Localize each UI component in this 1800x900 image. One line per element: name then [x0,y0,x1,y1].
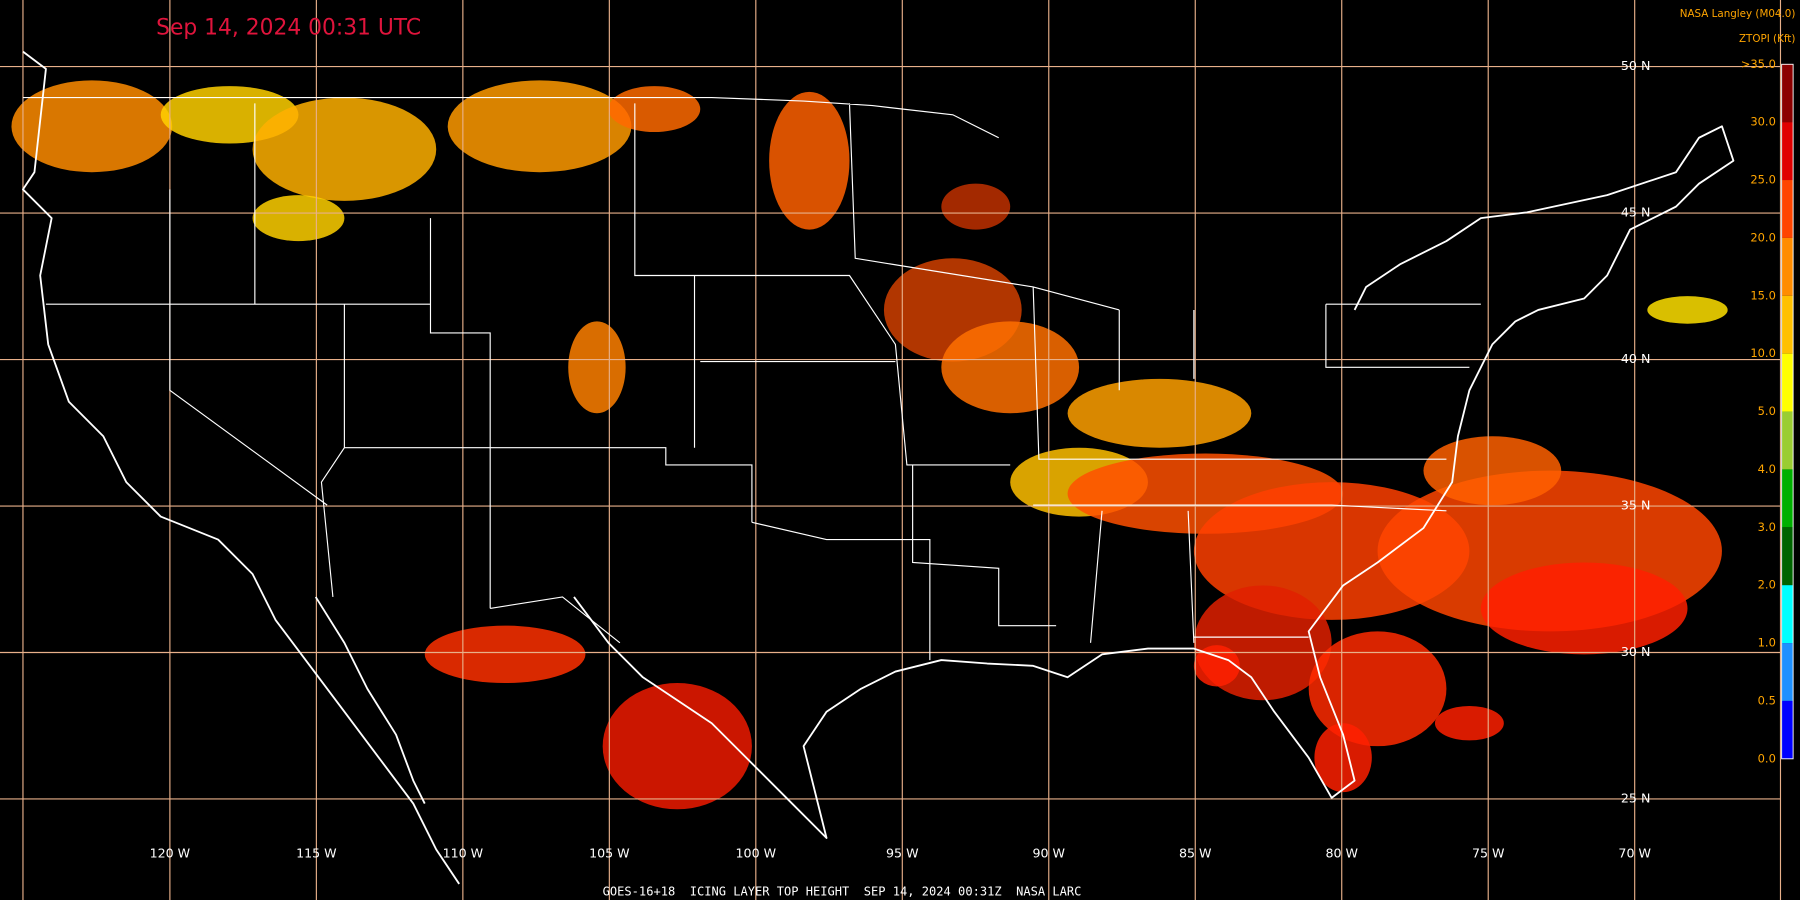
colorbar-label: 30.0 [1750,115,1776,129]
icing-area [941,321,1080,414]
lon-label: 85 W [1179,846,1212,861]
coastline [22,50,1735,885]
icing-area [568,321,626,414]
colorbar-segment [1781,643,1794,701]
lon-label: 120 W [150,846,191,861]
colorbar-segment [1781,64,1794,123]
icing-area [1067,378,1252,448]
icing-area [602,683,752,810]
colorbar-label: 3.0 [1758,520,1776,534]
lon-label: 75 W [1472,846,1505,861]
colorbar-label: 15.0 [1750,288,1776,302]
icing-area [447,80,632,173]
colorbar-segment [1781,411,1794,470]
footer-caption: GOES-16+18 ICING LAYER TOP HEIGHT SEP 14… [603,884,1082,898]
labels: Sep 14, 2024 00:31 UTC NASA Langley (M04… [156,8,1795,899]
colorbar-segment [1781,295,1794,354]
icing-area [941,183,1011,230]
legend-title: ZTOPI (Kft) [1739,33,1795,45]
lon-label: 110 W [443,846,484,861]
colorbar-segment [1781,353,1794,412]
icing-area [1308,631,1447,747]
colorbar-label: 2.0 [1758,578,1776,592]
icing-field [11,80,1728,810]
colorbar-label: 4.0 [1758,462,1776,476]
lat-label: 30 N [1621,644,1651,659]
lat-label: 45 N [1621,205,1651,220]
colorbar-frame [1781,63,1794,760]
icing-area [11,80,173,173]
colorbar-label: 25.0 [1750,173,1776,187]
colorbar-label: 20.0 [1750,230,1776,244]
lat-label: 35 N [1621,498,1651,513]
colorbar-segment [1781,585,1794,644]
colorbar-segment [1781,237,1794,296]
colorbar-label: 0.0 [1758,751,1776,765]
icing-area [424,625,586,684]
lat-label: 40 N [1621,351,1651,366]
colorbar-label: >35.0 [1741,57,1776,71]
colorbar-segment [1781,122,1794,181]
lon-label: 80 W [1325,846,1358,861]
lon-label: 100 W [736,846,777,861]
icing-area [1434,705,1504,741]
lat-label: 50 N [1621,58,1651,73]
colorbar-segment [1781,527,1794,586]
lon-label: 115 W [296,846,337,861]
lon-label: 70 W [1618,846,1651,861]
colorbar-segment [1781,700,1794,759]
colorbar-label: 5.0 [1758,404,1776,418]
icing-area [1423,436,1562,506]
boundaries [22,50,1735,885]
colorbar-segment [1781,469,1794,528]
lat-label: 25 N [1621,790,1651,805]
colorbar-segment [1781,180,1794,238]
timestamp: Sep 14, 2024 00:31 UTC [156,16,421,41]
icing-area [252,97,437,201]
icing-area [608,86,701,133]
lon-label: 95 W [886,846,919,861]
lon-label: 105 W [589,846,630,861]
state-lines [22,97,1481,661]
colorbar-label: 1.0 [1758,636,1776,650]
colorbar-label: 10.0 [1750,346,1776,360]
icing-area [252,195,345,242]
icing-area [1314,723,1372,793]
icing-area [769,91,850,230]
lon-label: 90 W [1033,846,1066,861]
icing-area [1647,296,1728,324]
colorbar: >35.0 30.0 25.0 20.0 15.0 10.0 5.0 4.0 3.0 2.0 1.0… [1741,57,1794,765]
icing-area [1193,645,1240,687]
colorbar-label: 0.5 [1758,693,1776,707]
source: NASA Langley (M04.0) [1680,8,1796,20]
icing-area [1480,562,1688,655]
